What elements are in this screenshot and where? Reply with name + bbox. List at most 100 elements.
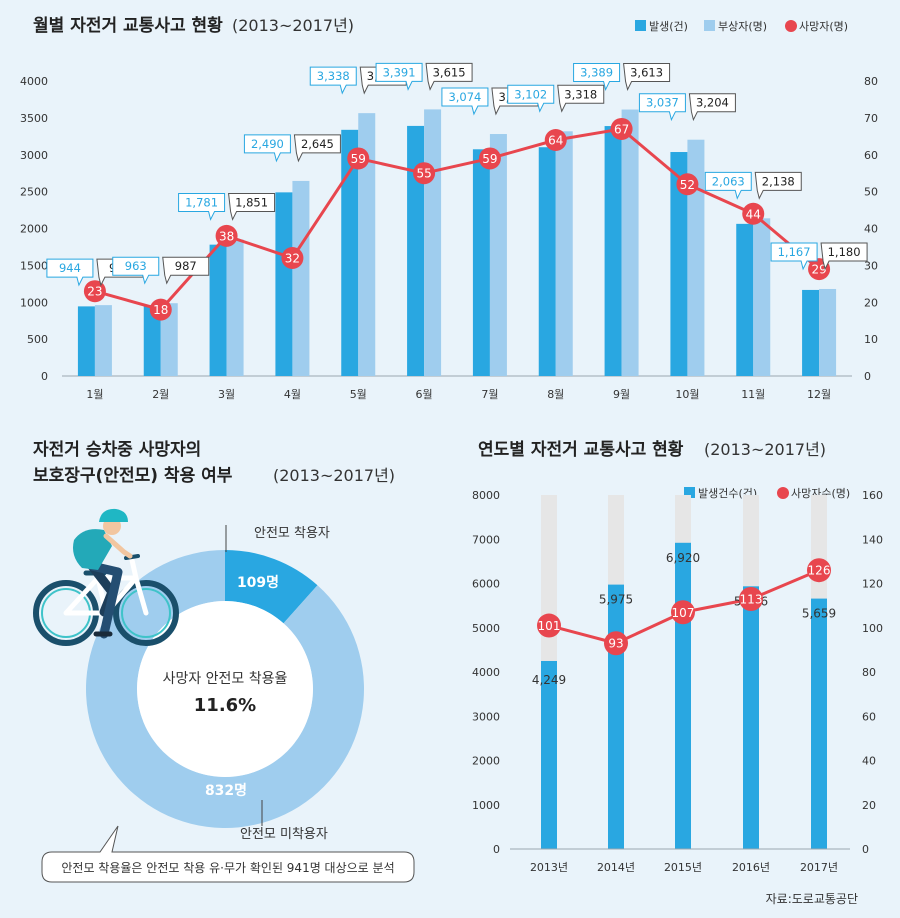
- monthly-y2-tick: 60: [864, 149, 878, 162]
- yearly-chart-title: 연도별 자전거 교통사고 현황: [478, 440, 684, 460]
- injured-callout: [293, 134, 341, 163]
- occurrence-bar: [341, 129, 359, 376]
- legend-injured-label: 부상자(명): [718, 20, 767, 33]
- donut-center-label: 사망자 안전모 착용율: [163, 671, 288, 687]
- occurrence-callout-label: 3,102: [514, 87, 547, 101]
- deaths-point: [347, 147, 370, 170]
- monthly-y2-tick: 10: [864, 333, 878, 346]
- injured-callout-label: 1,180: [828, 245, 861, 259]
- monthly-deaths-line: 23 18 38 32 59 55 59 64 67 52 44 29: [83, 117, 831, 321]
- monthly-bars: [77, 109, 837, 377]
- yearly-y2-tick: 40: [862, 755, 876, 768]
- injured-bar: [160, 303, 178, 376]
- injured-callout-label: 2,138: [762, 174, 795, 188]
- donut-slice-helmet: [225, 550, 318, 624]
- yearly-deaths-point: [537, 613, 561, 638]
- cyclist-illustration: [33, 508, 179, 646]
- deaths-point-label: 32: [285, 252, 300, 266]
- occurrence-callout: [46, 258, 94, 287]
- occurrence-callout: [112, 256, 160, 285]
- occurrence-bar: [538, 147, 556, 376]
- yearly-deaths-point-label: 126: [808, 564, 831, 578]
- yearly-y2-axis: 0 20 40 60 80 100 120 140 160: [862, 489, 883, 856]
- injured-bar: [687, 139, 705, 376]
- yearly-y-tick: 6000: [472, 578, 500, 591]
- yearly-bars: [541, 495, 827, 849]
- injured-callout-label: 3,204: [696, 96, 729, 110]
- occurrence-bar: [670, 152, 688, 376]
- deaths-point: [83, 280, 106, 303]
- monthly-x-axis: 1월 2월 3월 4월 5월 6월 7월 8월 9월 10월 11월 12월: [86, 388, 831, 401]
- yearly-y-tick: 3000: [472, 710, 500, 723]
- yearly-x-tick: 2016년: [732, 861, 770, 874]
- injured-bar: [621, 109, 639, 376]
- yearly-legend: 발생건수(건) 사망자수(명): [684, 487, 850, 500]
- monthly-y-tick: 2000: [20, 223, 48, 236]
- deaths-point-label: 44: [746, 207, 761, 221]
- yearly-y2-tick: 20: [862, 799, 876, 812]
- monthly-y-tick: 2500: [20, 186, 48, 199]
- monthly-y2-tick: 30: [864, 259, 878, 272]
- note-text: 안전모 착용율은 안전모 착용 유·무가 확인된 941명 대상으로 분석: [61, 861, 394, 875]
- injured-callout: [688, 93, 736, 122]
- source-credit: 자료:도로교통공단: [766, 892, 858, 906]
- yearly-occurrence-label: 6,920: [666, 551, 700, 565]
- occurrence-bar: [209, 244, 227, 376]
- injured-callout-label: 1,851: [235, 195, 268, 209]
- monthly-y2-tick: 80: [864, 75, 878, 88]
- monthly-y-tick: 0: [41, 370, 48, 383]
- monthly-y-tick: 1500: [20, 259, 48, 272]
- rider-arm: [103, 533, 133, 559]
- legend-yearly-deaths-label: 사망자수(명): [791, 487, 850, 500]
- occurrence-callout-label: 1,781: [185, 195, 218, 209]
- monthly-callouts: 9449619639871,7811,8512,4902,6453,3383,5…: [46, 62, 868, 287]
- occurrence-callout-label: 3,391: [383, 65, 416, 79]
- yearly-deaths-point-label: 107: [672, 606, 695, 620]
- occurrence-callout: [178, 192, 226, 221]
- occurrence-bar: [604, 126, 622, 376]
- yearly-y2-tick: 80: [862, 666, 876, 679]
- legend-deaths-label: 사망자(명): [799, 20, 848, 33]
- monthly-y2-tick: 50: [864, 186, 878, 199]
- yearly-y-axis: 0 1000 2000 3000 4000 5000 6000 7000 8000: [472, 489, 500, 856]
- deaths-point-label: 23: [87, 285, 102, 299]
- yearly-y-tick: 0: [493, 843, 500, 856]
- helmet-title-line2: 보호장구(안전모) 착용 여부: [33, 466, 233, 486]
- monthly-x-tick: 5월: [350, 388, 367, 401]
- yearly-chart-period: (2013~2017년): [704, 440, 826, 459]
- monthly-x-tick: 4월: [284, 388, 301, 401]
- injured-callout-label: 987: [175, 259, 197, 273]
- note-bubble: 안전모 착용율은 안전모 착용 유·무가 확인된 941명 대상으로 분석: [41, 825, 415, 883]
- no-helmet-label: 안전모 미착용자: [240, 827, 328, 842]
- injured-bar: [819, 288, 837, 376]
- rider-torso: [73, 529, 112, 570]
- yearly-x-tick: 2014년: [597, 861, 635, 874]
- deaths-point: [610, 117, 633, 140]
- occurrence-callout-label: 2,490: [251, 137, 284, 151]
- yearly-y-tick: 7000: [472, 533, 500, 546]
- yearly-y2-tick: 60: [862, 710, 876, 723]
- occurrence-bar: [736, 223, 754, 376]
- deaths-point: [544, 129, 567, 151]
- monthly-x-tick: 3월: [218, 388, 235, 401]
- deaths-point: [742, 202, 765, 225]
- deaths-point-label: 38: [219, 229, 234, 243]
- monthly-y2-axis: 0 10 20 30 40 50 60 70 80: [864, 75, 878, 383]
- occurrence-callout: [243, 134, 291, 163]
- yearly-deaths-point: [604, 631, 628, 656]
- yearly-x-axis: 2013년 2014년 2015년 2016년 2017년: [530, 861, 838, 874]
- injured-bar: [555, 131, 573, 376]
- injured-callout: [228, 192, 276, 221]
- yearly-x-tick: 2017년: [800, 861, 838, 874]
- monthly-x-tick: 1월: [86, 388, 103, 401]
- deaths-point-label: 67: [614, 122, 629, 136]
- deaths-point-label: 64: [548, 134, 563, 148]
- yearly-occurrence-bar: [608, 584, 624, 849]
- deaths-point-label: 59: [351, 152, 366, 166]
- yearly-occurrence-label: 5,659: [802, 607, 836, 621]
- occurrence-callout: [309, 66, 357, 95]
- injured-callout-label: 3,613: [630, 66, 663, 80]
- monthly-y-tick: 4000: [20, 75, 48, 88]
- yearly-y2-tick: 100: [862, 622, 883, 635]
